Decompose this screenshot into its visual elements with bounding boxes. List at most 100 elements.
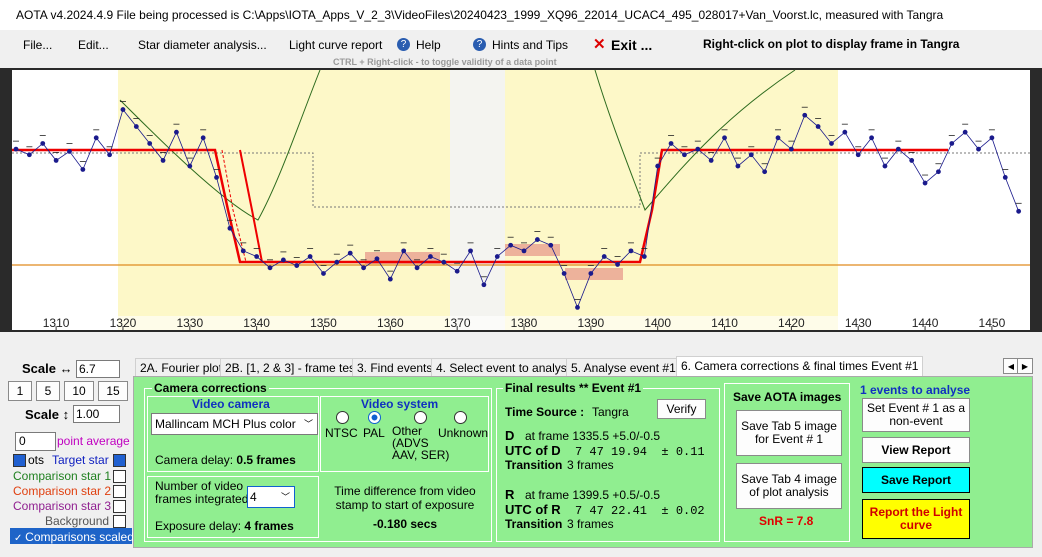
tab-scroll[interactable]: ▶ — [1017, 358, 1033, 374]
data-point — [521, 248, 527, 254]
checkbox[interactable] — [113, 515, 126, 528]
data-point — [588, 271, 594, 276]
data-point — [601, 254, 607, 259]
utc-r: 7 47 22.41 ± 0.02 — [575, 504, 705, 518]
menu-item[interactable]: Help — [416, 38, 441, 52]
scale-button[interactable]: 10 — [64, 381, 94, 401]
axis-band — [12, 316, 1030, 330]
data-point — [762, 169, 768, 175]
checkbox[interactable] — [113, 470, 126, 483]
scale-h-input[interactable]: 6.7 — [76, 360, 120, 378]
scale-button[interactable]: 15 — [98, 381, 128, 401]
value: 0.5 frames — [236, 453, 296, 467]
data-point — [347, 250, 353, 256]
x-tick-label: 1360 — [377, 316, 404, 330]
save-group — [724, 383, 850, 542]
data-point — [748, 152, 754, 158]
radio[interactable] — [336, 411, 349, 424]
menu-item[interactable]: Exit ... — [611, 37, 653, 53]
average-select[interactable]: 0 — [15, 432, 56, 451]
menu-note: Right-click on plot to display frame in … — [703, 37, 960, 51]
data-point — [401, 248, 407, 254]
group-title: Camera corrections — [152, 381, 269, 395]
data-point — [254, 254, 260, 259]
menu-item[interactable]: File... — [23, 38, 53, 52]
group-title: Save AOTA images — [733, 390, 842, 404]
group-title: Final results ** Event #1 — [503, 381, 644, 395]
radio[interactable] — [368, 411, 381, 424]
data-point — [107, 152, 112, 158]
data-point — [842, 129, 848, 135]
data-point — [829, 141, 834, 146]
label: Exposure delay: — [155, 519, 242, 533]
scale-button[interactable]: 5 — [36, 381, 60, 401]
star-label: ots — [28, 453, 45, 467]
tab-active[interactable]: 6. Camera corrections & final times Even… — [676, 356, 924, 377]
model-guide — [119, 69, 796, 221]
menu-item[interactable]: Light curve report — [289, 38, 383, 52]
scale-button[interactable]: 1 — [8, 381, 32, 401]
tab[interactable]: 4. Select event to analyse — [431, 358, 579, 378]
data-point — [334, 259, 340, 265]
checkbox[interactable] — [13, 454, 26, 467]
label: D — [505, 428, 515, 443]
x-tick-label: 1380 — [511, 316, 538, 330]
exit-icon: ✕ — [593, 36, 606, 53]
data-point — [989, 135, 995, 141]
radio[interactable] — [414, 411, 427, 424]
data-point — [922, 180, 928, 186]
radio[interactable] — [454, 411, 467, 424]
data-point — [909, 158, 915, 163]
x-tick-label: 1450 — [979, 316, 1006, 330]
data-point — [441, 259, 447, 265]
tab[interactable]: 3. Find events — [352, 358, 438, 378]
data-point — [855, 152, 861, 158]
star-label-text: Comparisons scaled — [25, 530, 134, 544]
tab[interactable]: 2B. [1, 2 & 3] - frame test — [220, 358, 364, 378]
verify-button[interactable]: Verify — [657, 399, 706, 419]
checkbox[interactable] — [113, 485, 126, 498]
x-tick-label: 1320 — [110, 316, 137, 330]
label: Transition — [505, 458, 563, 472]
checkbox[interactable] — [113, 500, 126, 513]
save-button[interactable]: Save Tab 4 image of plot analysis — [736, 463, 842, 509]
data-point — [802, 112, 808, 118]
scale-v-input[interactable]: 1.00 — [73, 405, 120, 423]
menu-item[interactable]: Hints and Tips — [492, 38, 569, 52]
utc-d: 7 47 19.94 ± 0.11 — [575, 445, 705, 459]
help-icon: ? — [473, 38, 486, 51]
checkbox[interactable] — [113, 454, 126, 467]
data-point — [267, 265, 273, 271]
menu-item[interactable]: Edit... — [78, 38, 109, 52]
report-button[interactable]: Report the Light curve — [862, 499, 970, 539]
value: 4 frames — [244, 519, 294, 533]
x-tick-label: 1400 — [644, 316, 671, 330]
data-point — [615, 262, 620, 267]
label: R — [505, 487, 515, 502]
save-button[interactable]: Save Tab 5 image for Event # 1 — [736, 410, 842, 456]
data-line — [15, 108, 1020, 309]
view-report-button[interactable]: View Report — [862, 437, 970, 463]
scale-v-label: Scale ↕ — [25, 407, 70, 422]
camera-select[interactable]: Mallincam MCH Plus color ﹀ — [151, 413, 318, 435]
data-point — [53, 158, 59, 163]
uncertainty-box — [565, 268, 623, 280]
data-point — [387, 276, 393, 282]
light-curve-plot[interactable]: 1310 1320 1330 1340 1350 1360 1370 1380 1390 1400… — [0, 68, 1042, 332]
data-point — [962, 129, 968, 135]
label: Time Source : — [505, 405, 585, 419]
data-point — [468, 248, 473, 254]
non-event-button[interactable]: Set Event # 1 as a non-event — [862, 398, 970, 432]
tab[interactable]: 2A. Fourier plot — [135, 358, 228, 378]
d-transition: 3 frames — [567, 458, 614, 472]
menu-item[interactable]: Star diameter analysis... — [138, 38, 267, 52]
data-point — [454, 268, 460, 274]
data-point — [40, 141, 46, 146]
x-tick-label: 1340 — [243, 316, 270, 330]
camera-model: Mallincam MCH Plus color — [155, 417, 296, 431]
frames-select[interactable]: 4 ﹀ — [247, 486, 295, 508]
save-report-button[interactable]: Save Report — [862, 467, 970, 493]
system-box — [320, 396, 489, 472]
tab[interactable]: 5. Analyse event #1 — [566, 358, 681, 378]
data-point — [214, 174, 219, 180]
